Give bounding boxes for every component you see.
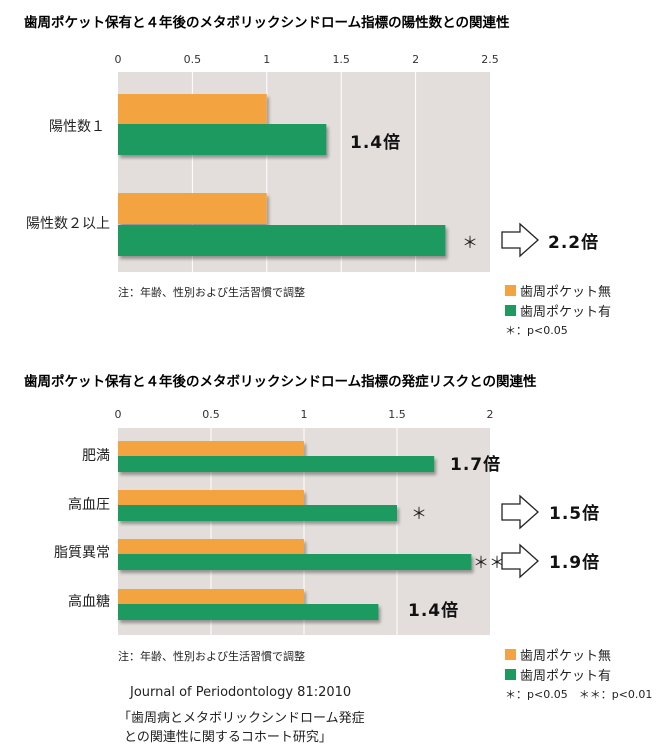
source-paper-title-line2: との関連性に関するコホート研究」 <box>124 730 332 745</box>
chart-1-category-label: 陽性数２以上 <box>26 216 110 232</box>
chart-1-category-label: 陽性数１ <box>49 119 105 135</box>
chart-2-category-label: 脂質異常 <box>54 545 110 561</box>
chart-1-significance-mark: ＊ <box>462 233 478 252</box>
x-tick-label: 0 <box>115 408 122 421</box>
legend-swatch-without-pocket <box>505 285 516 296</box>
bar-with-pocket <box>118 124 327 155</box>
chart-2-ratio-label: 1.9倍 <box>549 552 600 573</box>
chart-2-x-tick-labels: 0 0.5 1 1.5 2 <box>115 408 494 421</box>
x-tick-label: 1.5 <box>388 408 406 421</box>
source-journal: Journal of Periodontology 81:2010 <box>129 685 351 700</box>
chart-2-category-label: 高血糖 <box>68 593 110 610</box>
chart-1-x-tick-labels: 0 0.5 1 1.5 2 2.5 <box>115 53 499 66</box>
chart-2-legend: 歯周ポケット無 歯周ポケット有 ＊：p<0.05 ＊＊：p<0.01 <box>505 649 652 701</box>
chart-2-ratio-label: 1.5倍 <box>549 503 600 524</box>
chart-2-ratio-label: 1.4倍 <box>408 600 459 621</box>
chart-1-significance-legend: ＊：p<0.05 <box>505 324 568 337</box>
x-tick-label: 2 <box>487 408 494 421</box>
legend-label-with-pocket: 歯周ポケット有 <box>520 669 611 684</box>
x-tick-label: 0.5 <box>202 408 220 421</box>
source-paper-title-line1: 「歯周病とメタボリックシンドローム発症 <box>118 711 365 726</box>
chart-1-bars <box>118 94 446 256</box>
source-citation: Journal of Periodontology 81:2010 「歯周病とメ… <box>118 685 365 745</box>
bar-without-pocket <box>118 441 304 457</box>
legend-swatch-with-pocket <box>505 669 516 680</box>
x-tick-label: 1 <box>263 53 270 66</box>
bar-with-pocket <box>118 225 446 256</box>
bar-without-pocket <box>118 490 304 506</box>
legend-swatch-without-pocket <box>505 649 516 660</box>
legend-label-with-pocket: 歯周ポケット有 <box>520 305 611 320</box>
chart-1: 歯周ポケット保有と４年後のメタボリックシンドローム指標の陽性数との関連性 0 0.… <box>24 14 611 337</box>
bar-without-pocket <box>118 94 267 125</box>
chart-2-ratio-label: 1.7倍 <box>450 454 501 475</box>
chart-2-significance-mark: ＊＊ <box>473 553 505 572</box>
chart-1-legend: 歯周ポケット無 歯周ポケット有 ＊：p<0.05 <box>505 285 611 337</box>
right-arrow-icon <box>501 222 539 258</box>
bar-with-pocket <box>118 604 379 620</box>
chart-1-ratio-label: 2.2倍 <box>548 232 599 253</box>
x-tick-label: 0 <box>115 53 122 66</box>
x-tick-label: 2 <box>412 53 419 66</box>
right-arrow-icon <box>501 494 539 530</box>
x-tick-label: 1.5 <box>332 53 350 66</box>
chart-2-category-label: 肥満 <box>82 448 110 464</box>
chart-2-bars <box>118 441 472 620</box>
legend-swatch-with-pocket <box>505 305 516 316</box>
chart-2-significance-legend: ＊：p<0.05 ＊＊：p<0.01 <box>505 688 652 701</box>
chart-1-title: 歯周ポケット保有と４年後のメタボリックシンドローム指標の陽性数との関連性 <box>24 14 510 31</box>
bar-without-pocket <box>118 193 267 224</box>
chart-2-title: 歯周ポケット保有と４年後のメタボリックシンドローム指標の発症リスクとの関連性 <box>24 373 537 390</box>
bar-without-pocket <box>118 539 304 555</box>
bar-without-pocket <box>118 589 304 605</box>
legend-label-without-pocket: 歯周ポケット無 <box>520 285 611 300</box>
legend-label-without-pocket: 歯周ポケット無 <box>520 649 611 664</box>
chart-2-note: 注：年齢、性別および生活習慣で調整 <box>118 649 305 663</box>
right-arrow-icon <box>501 543 539 579</box>
chart-2-category-label: 高血圧 <box>68 496 110 513</box>
bar-with-pocket <box>118 505 397 521</box>
x-tick-label: 1 <box>301 408 308 421</box>
chart-2: 歯周ポケット保有と４年後のメタボリックシンドローム指標の発症リスクとの関連性 0… <box>24 373 652 701</box>
chart-2-significance-mark: ＊ <box>411 504 427 523</box>
bar-with-pocket <box>118 456 435 472</box>
x-tick-label: 0.5 <box>184 53 202 66</box>
bar-with-pocket <box>118 554 472 570</box>
x-tick-label: 2.5 <box>481 53 499 66</box>
chart-1-note: 注：年齢、性別および生活習慣で調整 <box>118 285 305 299</box>
chart-1-ratio-label: 1.4倍 <box>350 132 401 153</box>
